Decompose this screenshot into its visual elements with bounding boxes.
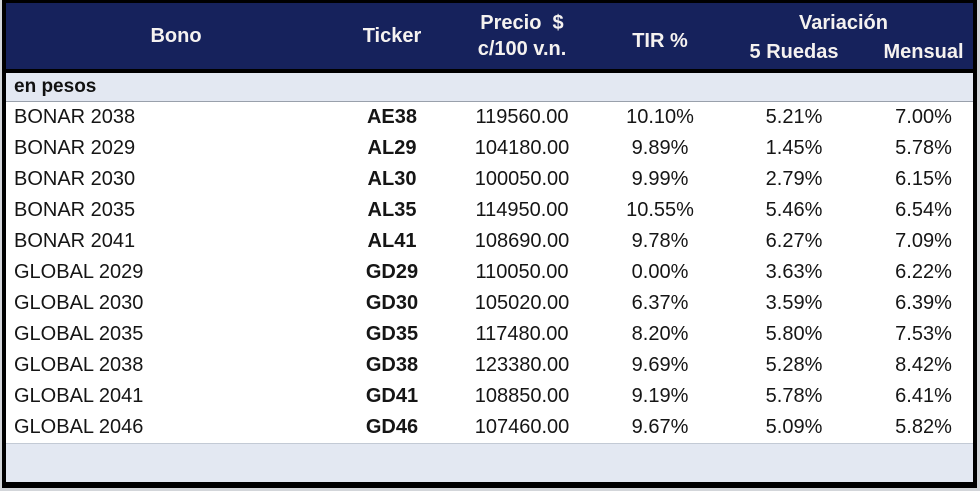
column-header-precio: Precio $ c/100 v.n. bbox=[438, 3, 606, 69]
tir-cell: 6.37% bbox=[631, 292, 689, 314]
table-header: Bono Ticker Precio $ c/100 v.n. TIR % Va… bbox=[6, 3, 973, 73]
mensual-cell: 5.82% bbox=[895, 416, 952, 438]
empty-footer-row bbox=[6, 443, 973, 482]
table-row: GLOBAL 2041 GD41 108850.00 9.19% 5.78% 6… bbox=[6, 381, 973, 412]
precio-header-line1: Precio $ bbox=[480, 12, 564, 34]
ticker-cell: GD41 bbox=[365, 385, 419, 407]
precio-cell: 105020.00 bbox=[474, 292, 570, 314]
bono-cell: GLOBAL 2030 bbox=[14, 292, 144, 314]
precio-cell: 108850.00 bbox=[474, 385, 570, 407]
column-header-bono: Bono bbox=[150, 24, 202, 47]
ruedas-cell: 5.09% bbox=[765, 416, 823, 438]
mensual-cell: 7.53% bbox=[895, 323, 952, 345]
ticker-cell: GD46 bbox=[365, 416, 419, 438]
ticker-cell: GD35 bbox=[365, 323, 419, 345]
table-row: BONAR 2041 AL41 108690.00 9.78% 6.27% 7.… bbox=[6, 226, 973, 257]
mensual-cell: 7.09% bbox=[895, 230, 952, 252]
precio-cell: 110050.00 bbox=[475, 261, 569, 283]
bono-cell: GLOBAL 2038 bbox=[14, 354, 144, 376]
tir-cell: 9.67% bbox=[631, 416, 689, 438]
tir-cell: 10.10% bbox=[626, 106, 694, 128]
precio-cell: 123380.00 bbox=[474, 354, 570, 376]
tir-cell: 9.69% bbox=[631, 354, 689, 376]
table-row: BONAR 2038 AE38 119560.00 10.10% 5.21% 7… bbox=[6, 102, 973, 133]
table-row: BONAR 2029 AL29 104180.00 9.89% 1.45% 5.… bbox=[6, 133, 973, 164]
ruedas-cell: 3.63% bbox=[765, 261, 823, 283]
bono-cell: BONAR 2035 bbox=[14, 199, 136, 221]
precio-header-line2: c/100 v.n. bbox=[477, 38, 567, 60]
ruedas-cell: 5.78% bbox=[765, 385, 823, 407]
bono-cell: BONAR 2041 bbox=[14, 230, 136, 252]
tir-cell: 9.19% bbox=[631, 385, 689, 407]
table-row: GLOBAL 2029 GD29 110050.00 0.00% 3.63% 6… bbox=[6, 257, 973, 288]
column-header-5ruedas: 5 Ruedas bbox=[749, 40, 839, 63]
tir-cell: 10.55% bbox=[626, 199, 694, 221]
ticker-cell: AL30 bbox=[367, 168, 417, 190]
ticker-cell: GD29 bbox=[365, 261, 419, 283]
precio-cell: 107460.00 bbox=[474, 416, 570, 438]
ticker-cell: AL35 bbox=[367, 199, 417, 221]
ruedas-cell: 1.45% bbox=[765, 137, 823, 159]
tir-cell: 8.20% bbox=[631, 323, 689, 345]
precio-cell: 114950.00 bbox=[475, 199, 569, 221]
ruedas-cell: 6.27% bbox=[765, 230, 823, 252]
table-row: GLOBAL 2030 GD30 105020.00 6.37% 3.59% 6… bbox=[6, 288, 973, 319]
mensual-cell: 6.39% bbox=[895, 292, 952, 314]
mensual-cell: 6.22% bbox=[895, 261, 952, 283]
ticker-cell: GD38 bbox=[365, 354, 419, 376]
bono-cell: GLOBAL 2035 bbox=[14, 323, 144, 345]
ticker-cell: AL41 bbox=[367, 230, 417, 252]
tir-cell: 9.89% bbox=[631, 137, 689, 159]
column-header-variacion: Variación bbox=[799, 12, 888, 34]
mensual-cell: 7.00% bbox=[895, 106, 952, 128]
table-row: GLOBAL 2035 GD35 117480.00 8.20% 5.80% 7… bbox=[6, 319, 973, 350]
bono-cell: GLOBAL 2046 bbox=[14, 416, 144, 438]
ruedas-cell: 3.59% bbox=[765, 292, 823, 314]
table-row: GLOBAL 2038 GD38 123380.00 9.69% 5.28% 8… bbox=[6, 350, 973, 381]
ruedas-cell: 5.46% bbox=[765, 199, 823, 221]
mensual-cell: 6.54% bbox=[895, 199, 952, 221]
tir-cell: 0.00% bbox=[631, 261, 689, 283]
precio-cell: 104180.00 bbox=[474, 137, 570, 159]
section-label: en pesos bbox=[14, 76, 97, 97]
bono-cell: GLOBAL 2041 bbox=[14, 385, 144, 407]
bono-cell: GLOBAL 2029 bbox=[14, 261, 144, 283]
ruedas-cell: 5.80% bbox=[765, 323, 823, 345]
tir-cell: 9.99% bbox=[631, 168, 689, 190]
mensual-cell: 8.42% bbox=[895, 354, 952, 376]
precio-cell: 108690.00 bbox=[474, 230, 570, 252]
table-row: BONAR 2030 AL30 100050.00 9.99% 2.79% 6.… bbox=[6, 164, 973, 195]
section-row-en-pesos: en pesos bbox=[6, 73, 973, 102]
mensual-cell: 6.41% bbox=[895, 385, 952, 407]
precio-cell: 100050.00 bbox=[474, 168, 570, 190]
precio-cell: 119560.00 bbox=[475, 106, 569, 128]
table-row: BONAR 2035 AL35 114950.00 10.55% 5.46% 6… bbox=[6, 195, 973, 226]
ticker-cell: GD30 bbox=[365, 292, 419, 314]
bono-cell: BONAR 2030 bbox=[14, 168, 136, 190]
bono-cell: BONAR 2029 bbox=[14, 137, 136, 159]
ticker-cell: AL29 bbox=[367, 137, 417, 159]
ruedas-cell: 5.28% bbox=[765, 354, 823, 376]
column-header-mensual: Mensual bbox=[883, 40, 964, 63]
ruedas-cell: 2.79% bbox=[765, 168, 823, 190]
mensual-cell: 5.78% bbox=[895, 137, 952, 159]
precio-cell: 117480.00 bbox=[475, 323, 569, 345]
bono-cell: BONAR 2038 bbox=[14, 106, 136, 128]
table-row: GLOBAL 2046 GD46 107460.00 9.67% 5.09% 5… bbox=[6, 412, 973, 443]
ticker-cell: AE38 bbox=[366, 106, 418, 128]
column-header-ticker: Ticker bbox=[362, 24, 422, 47]
column-header-tir: TIR % bbox=[632, 29, 688, 52]
tir-cell: 9.78% bbox=[631, 230, 689, 252]
mensual-cell: 6.15% bbox=[895, 168, 952, 190]
ruedas-cell: 5.21% bbox=[765, 106, 823, 128]
